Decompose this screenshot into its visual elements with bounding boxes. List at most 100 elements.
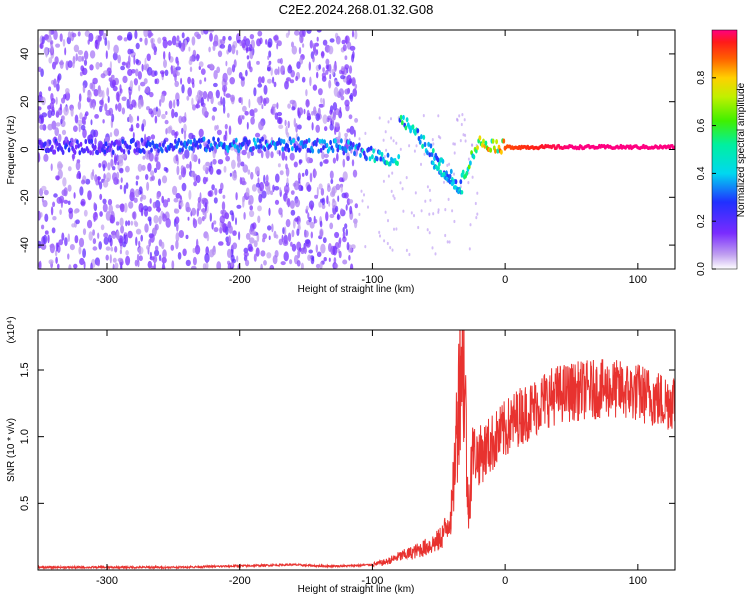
ridge-cell	[422, 134, 426, 140]
noise-cell	[203, 30, 209, 35]
ridge-cell	[158, 142, 162, 148]
noise-cell	[338, 177, 344, 183]
noise-cell	[55, 256, 58, 264]
noise-cell	[231, 64, 236, 73]
ridge-cell	[117, 141, 121, 147]
noise-cell	[138, 246, 144, 255]
noise-cell	[59, 209, 62, 216]
ridge-cell	[484, 140, 488, 146]
noise-cell	[260, 263, 263, 269]
noise-cell	[85, 178, 91, 185]
noise-cell	[428, 188, 431, 192]
noise-cell	[236, 255, 239, 263]
noise-cell	[346, 128, 351, 133]
noise-cell	[135, 68, 139, 77]
ridge-cell	[160, 148, 164, 154]
noise-cell	[119, 203, 125, 210]
noise-cell	[125, 182, 129, 190]
ridge-cell	[400, 120, 404, 126]
noise-cell	[235, 217, 237, 226]
noise-cell	[475, 216, 478, 220]
ridge-cell	[347, 139, 350, 145]
noise-cell	[221, 221, 225, 228]
noise-cell	[316, 251, 322, 258]
noise-cell	[249, 49, 254, 60]
noise-cell	[329, 74, 332, 80]
noise-cell	[257, 215, 261, 224]
noise-cell	[61, 232, 65, 241]
ridge-cell	[385, 160, 389, 166]
noise-cell	[57, 161, 63, 171]
noise-cell	[40, 212, 43, 218]
noise-cell	[208, 165, 211, 172]
noise-cell	[243, 251, 249, 257]
ridge-cell	[322, 145, 325, 151]
noise-cell	[133, 54, 136, 65]
noise-cell	[112, 166, 116, 171]
noise-cell	[171, 260, 175, 269]
noise-cell	[123, 184, 127, 195]
noise-cell	[431, 246, 434, 250]
noise-cell	[434, 252, 437, 256]
noise-cell	[196, 208, 199, 217]
noise-cell	[267, 78, 272, 84]
noise-cell	[176, 222, 179, 232]
noise-cell	[383, 155, 386, 159]
noise-cell	[230, 94, 235, 103]
noise-cell	[324, 126, 328, 132]
noise-cell	[311, 256, 315, 262]
noise-cell	[104, 103, 108, 112]
noise-cell	[333, 86, 339, 97]
y-tick-label: 1.0	[19, 429, 31, 444]
noise-cell	[178, 204, 181, 210]
noise-cell	[275, 173, 280, 183]
noise-cell	[363, 193, 365, 197]
ridge-cell	[318, 138, 322, 144]
noise-cell	[89, 50, 96, 59]
y-tick-label: 40	[19, 48, 31, 60]
ridge-cell	[482, 138, 485, 144]
noise-cell	[270, 265, 273, 269]
noise-cell	[336, 153, 339, 162]
noise-cell	[358, 137, 361, 141]
noise-cell	[389, 246, 392, 250]
noise-cell	[311, 122, 314, 131]
ridge-cell	[494, 148, 497, 154]
noise-cell	[207, 190, 212, 197]
noise-cell	[195, 174, 201, 184]
noise-cell	[408, 144, 411, 148]
noise-cell	[228, 125, 232, 135]
noise-cell	[83, 120, 86, 125]
ridge-cell	[83, 148, 86, 154]
noise-cell	[162, 199, 169, 208]
noise-cell	[202, 91, 208, 100]
noise-cell	[83, 50, 89, 60]
ridge-cell	[74, 144, 78, 150]
ridge-cell	[61, 149, 65, 155]
ridge-cell	[304, 143, 307, 149]
noise-cell	[331, 116, 335, 126]
noise-cell	[464, 133, 467, 137]
ridge-cell	[399, 114, 403, 120]
noise-cell	[148, 108, 153, 115]
noise-cell	[236, 204, 242, 209]
noise-cell	[351, 53, 355, 63]
noise-cell	[199, 192, 202, 202]
noise-cell	[354, 203, 358, 209]
noise-cell	[161, 175, 168, 184]
noise-cell	[175, 66, 181, 71]
noise-cell	[112, 52, 118, 61]
noise-cell	[191, 207, 197, 216]
noise-cell	[453, 151, 456, 155]
ridge-cell	[378, 149, 381, 155]
noise-cell	[303, 108, 306, 115]
noise-cell	[227, 235, 232, 245]
noise-cell	[97, 175, 100, 186]
noise-cell	[392, 139, 395, 143]
ridge-cell	[251, 146, 255, 152]
noise-cell	[322, 159, 329, 164]
spectrogram-y-label: Frequency (Hz)	[6, 116, 17, 185]
noise-cell	[213, 70, 218, 80]
noise-cell	[399, 147, 402, 151]
